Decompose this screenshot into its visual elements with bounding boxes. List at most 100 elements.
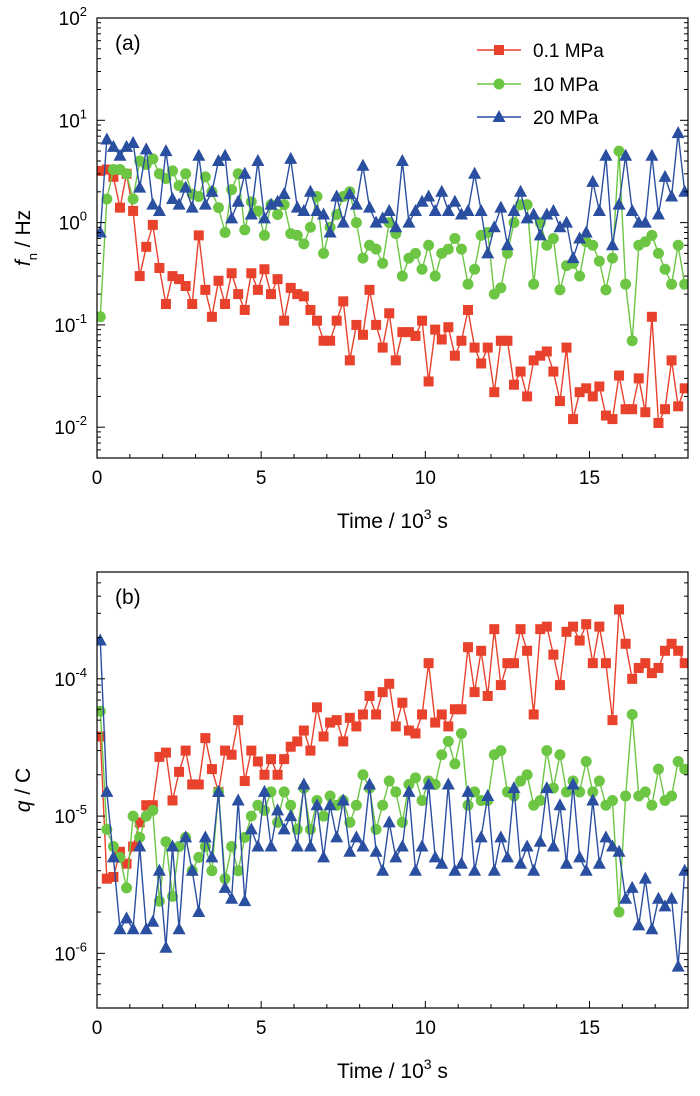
- data-point: [159, 940, 173, 953]
- data-point: [370, 243, 382, 255]
- data-point: [651, 207, 665, 220]
- data-point: [436, 749, 448, 761]
- data-point: [200, 284, 211, 295]
- y-axis-label: fn / Hz: [12, 210, 40, 266]
- data-point: [515, 366, 526, 377]
- data-point: [474, 203, 488, 216]
- data-point: [607, 715, 618, 726]
- data-point: [97, 311, 106, 323]
- series-20-mpa: [97, 633, 688, 972]
- data-point: [573, 850, 587, 863]
- series-line: [99, 133, 686, 259]
- data-point: [108, 171, 119, 182]
- data-point: [120, 139, 134, 152]
- data-point: [402, 784, 416, 797]
- data-point: [174, 766, 185, 777]
- data-point: [633, 662, 644, 673]
- data-point: [252, 756, 263, 767]
- data-point: [653, 417, 664, 428]
- data-point: [408, 203, 422, 216]
- data-point: [476, 358, 487, 369]
- data-point: [441, 777, 455, 790]
- data-point: [673, 401, 684, 412]
- data-point: [541, 346, 552, 357]
- data-point: [291, 229, 303, 241]
- data-point: [167, 795, 178, 806]
- data-point: [338, 296, 349, 307]
- data-point: [581, 619, 592, 630]
- data-point: [520, 211, 534, 224]
- data-point: [553, 220, 567, 233]
- data-point: [653, 662, 664, 673]
- data-point: [593, 775, 605, 787]
- data-point: [605, 238, 619, 251]
- data-point: [606, 794, 618, 806]
- data-point: [318, 335, 329, 346]
- data-point: [474, 830, 488, 843]
- x-tick-label: 10: [415, 468, 436, 489]
- data-point: [415, 194, 429, 207]
- data-point: [251, 839, 265, 852]
- y-tick-label: 10-6: [54, 939, 87, 965]
- data-point: [600, 410, 611, 421]
- data-point: [167, 165, 179, 177]
- data-point: [547, 232, 559, 244]
- data-point: [554, 680, 565, 691]
- data-point: [410, 728, 421, 739]
- panel-label: (a): [115, 32, 141, 55]
- data-point: [134, 271, 145, 282]
- data-point: [449, 758, 461, 770]
- data-point: [297, 777, 311, 790]
- x-tick-label: 10: [415, 1018, 436, 1039]
- data-point: [390, 786, 402, 798]
- data-point: [152, 863, 166, 876]
- data-point: [540, 781, 554, 794]
- data-point: [264, 839, 278, 852]
- data-point: [344, 355, 355, 366]
- data-point: [422, 189, 436, 202]
- data-point: [238, 894, 252, 907]
- data-point: [651, 891, 665, 904]
- data-point: [100, 132, 114, 145]
- data-point: [126, 922, 140, 935]
- data-point: [606, 252, 618, 264]
- data-point: [298, 725, 309, 736]
- data-point: [560, 856, 574, 869]
- data-point: [349, 830, 363, 843]
- data-point: [495, 745, 507, 757]
- data-point: [259, 264, 270, 275]
- data-point: [481, 789, 495, 802]
- data-point: [271, 803, 285, 816]
- data-point: [292, 289, 303, 300]
- x-axis-label: Time / 103 s: [337, 1056, 448, 1083]
- legend-marker: [494, 45, 504, 55]
- data-point: [632, 918, 646, 931]
- data-point: [107, 841, 119, 853]
- legend-marker: [493, 78, 505, 90]
- data-point: [428, 203, 442, 216]
- data-point: [652, 247, 664, 259]
- data-point: [416, 794, 428, 806]
- data-point: [633, 373, 644, 384]
- data-point: [179, 180, 193, 193]
- data-point: [449, 350, 460, 361]
- data-point: [579, 863, 593, 876]
- data-point: [206, 865, 218, 877]
- data-point: [546, 839, 560, 852]
- data-point: [193, 851, 205, 863]
- data-point: [587, 786, 599, 798]
- data-point: [304, 221, 316, 233]
- data-point: [521, 769, 533, 781]
- data-point: [429, 270, 441, 282]
- data-point: [377, 799, 389, 811]
- data-point: [285, 799, 297, 811]
- data-point: [463, 642, 474, 653]
- data-point: [97, 225, 107, 238]
- data-point: [454, 207, 468, 220]
- data-point: [211, 154, 225, 167]
- data-point: [416, 263, 428, 275]
- data-point: [323, 225, 337, 238]
- data-point: [357, 252, 369, 264]
- data-point: [679, 763, 688, 775]
- data-point: [266, 289, 277, 300]
